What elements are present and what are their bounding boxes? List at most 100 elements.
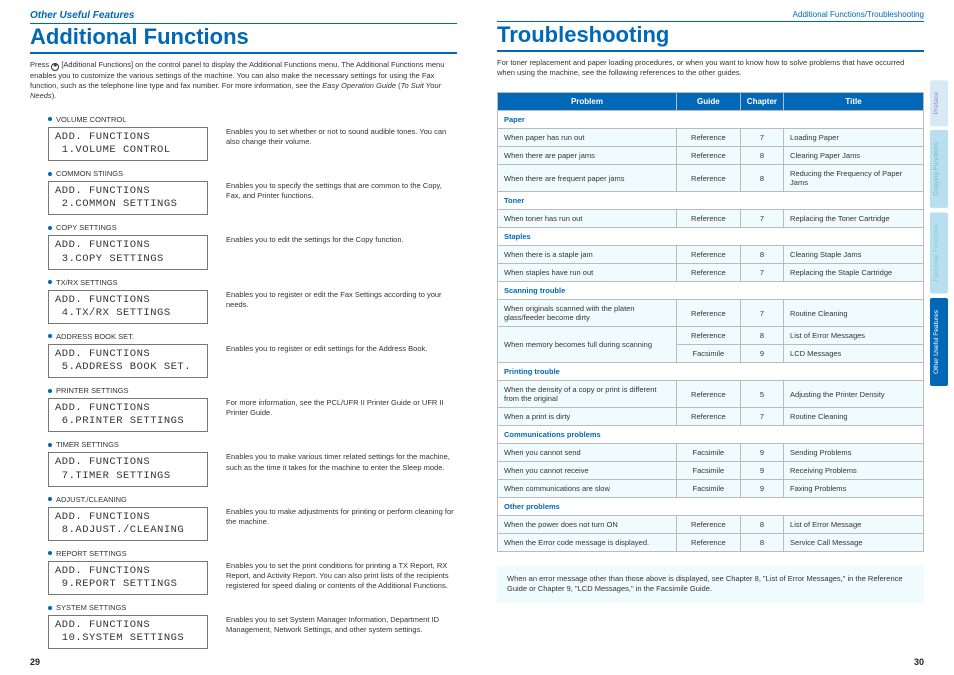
table-title: LCD Messages [784,345,924,363]
lcd-display: ADD. FUNCTIONS 10.SYSTEM SETTINGS [48,615,208,649]
table-guide: Facsimile [676,480,740,498]
table-chapter: 7 [740,129,783,147]
table-problem: When there are frequent paper jams [498,165,677,192]
table-guide: Reference [676,408,740,426]
bullet-icon [48,226,52,230]
function-description: Enables you to set whether or not to sou… [226,127,457,147]
bullet-icon [48,606,52,610]
table-guide: Facsimile [676,345,740,363]
tab-other-useful[interactable]: Other Useful Features [930,298,948,386]
table-category: Toner [498,192,924,210]
lcd-display: ADD. FUNCTIONS 7.TIMER SETTINGS [48,452,208,486]
table-category: Communications problems [498,426,924,444]
function-item: ADDRESS BOOK SET. ADD. FUNCTIONS 5.ADDRES… [48,332,457,378]
table-title: List of Error Message [784,516,924,534]
bullet-icon [48,551,52,555]
function-item: REPORT SETTINGSADD. FUNCTIONS 9.REPORT S… [48,549,457,595]
table-guide: Facsimile [676,462,740,480]
function-label: SYSTEM SETTINGS [48,603,457,612]
function-label: TIMER SETTINGS [48,440,457,449]
table-guide: Reference [676,147,740,165]
table-chapter: 8 [740,246,783,264]
lcd-display: ADD. FUNCTIONS 2.COMMON SETTINGS [48,181,208,215]
function-label: COMMON STIINGS [48,169,457,178]
table-guide: Reference [676,534,740,552]
tab-preface[interactable]: Preface [930,80,948,126]
side-tabs: Preface Copying Functions Facsimile Func… [930,80,948,386]
table-title: Service Call Message [784,534,924,552]
bullet-icon [48,497,52,501]
page-number-left: 29 [30,657,40,667]
table-guide: Reference [676,381,740,408]
table-problem: When the density of a copy or print is d… [498,381,677,408]
function-item: COPY SETTINGS ADD. FUNCTIONS 3.COPY SETTI… [48,223,457,269]
lcd-display: ADD. FUNCTIONS 1.VOLUME CONTROL [48,127,208,161]
table-category: Other problems [498,498,924,516]
table-title: Adjusting the Printer Density [784,381,924,408]
table-title: Receiving Problems [784,462,924,480]
table-guide: Reference [676,210,740,228]
table-guide: Reference [676,300,740,327]
left-page: Other Useful Features Additional Functio… [30,10,457,657]
section-header-left: Other Useful Features [30,10,457,24]
function-item: COMMON STIINGS ADD. FUNCTIONS 2.COMMON SE… [48,169,457,215]
tab-facsimile[interactable]: Facsimile Functions [930,212,948,293]
table-title: Clearing Staple Jams [784,246,924,264]
table-chapter: 9 [740,462,783,480]
function-label: COPY SETTINGS [48,223,457,232]
table-title: Reducing the Frequency of Paper Jams [784,165,924,192]
table-title: Routine Cleaning [784,408,924,426]
tab-copying[interactable]: Copying Functions [930,130,948,208]
table-guide: Reference [676,165,740,192]
lcd-display: ADD. FUNCTIONS 3.COPY SETTINGS [48,235,208,269]
section-header-right: Additional Functions/Troubleshooting [497,10,924,22]
page-number-right: 30 [914,657,924,667]
table-problem: When there is a staple jam [498,246,677,264]
function-item: TIMER SETTINGS ADD. FUNCTIONS 7.TIMER SET… [48,440,457,486]
table-problem: When communications are slow [498,480,677,498]
function-label: ADDRESS BOOK SET. [48,332,457,341]
table-title: Faxing Problems [784,480,924,498]
table-title: Sending Problems [784,444,924,462]
table-chapter: 7 [740,408,783,426]
page-title-right: Troubleshooting [497,22,924,52]
function-item: VOLUME CONTROL ADD. FUNCTIONS 1.VOLUME CO… [48,115,457,161]
function-description: Enables you to set System Manager Inform… [226,615,457,635]
table-chapter: 7 [740,264,783,282]
bullet-icon [48,389,52,393]
function-label: VOLUME CONTROL [48,115,457,124]
table-problem: When the Error code message is displayed… [498,534,677,552]
lcd-display: ADD. FUNCTIONS 5.ADDRESS BOOK SET. [48,344,208,378]
table-chapter: 8 [740,516,783,534]
table-title: Replacing the Toner Cartridge [784,210,924,228]
additional-functions-icon: ✱ [51,63,59,71]
note-box: When an error message other than those a… [497,566,924,602]
function-description: Enables you to register or edit settings… [226,344,457,354]
th-chapter: Chapter [740,93,783,111]
table-category: Printing trouble [498,363,924,381]
table-title: Loading Paper [784,129,924,147]
function-description: Enables you to make adjustments for prin… [226,507,457,527]
bullet-icon [48,443,52,447]
lcd-display: ADD. FUNCTIONS 8.ADJUST./CLEANING [48,507,208,541]
table-chapter: 8 [740,165,783,192]
table-chapter: 8 [740,327,783,345]
table-chapter: 9 [740,444,783,462]
intro-left: Press ✱ [Additional Functions] on the co… [30,60,457,101]
th-title: Title [784,93,924,111]
function-description: Enables you to edit the settings for the… [226,235,457,245]
table-guide: Reference [676,246,740,264]
table-problem: When you cannot send [498,444,677,462]
page-title-left: Additional Functions [30,24,457,54]
table-title: Clearing Paper Jams [784,147,924,165]
table-guide: Facsimile [676,444,740,462]
table-problem: When paper has run out [498,129,677,147]
table-problem: When toner has run out [498,210,677,228]
function-item: TX/RX SETTINGSADD. FUNCTIONS 4.TX/RX SET… [48,278,457,324]
table-guide: Reference [676,516,740,534]
function-label: ADJUST./CLEANING [48,495,457,504]
function-list: VOLUME CONTROL ADD. FUNCTIONS 1.VOLUME CO… [48,115,457,650]
table-guide: Reference [676,129,740,147]
lcd-display: ADD. FUNCTIONS 6.PRINTER SETTINGS [48,398,208,432]
table-category: Staples [498,228,924,246]
